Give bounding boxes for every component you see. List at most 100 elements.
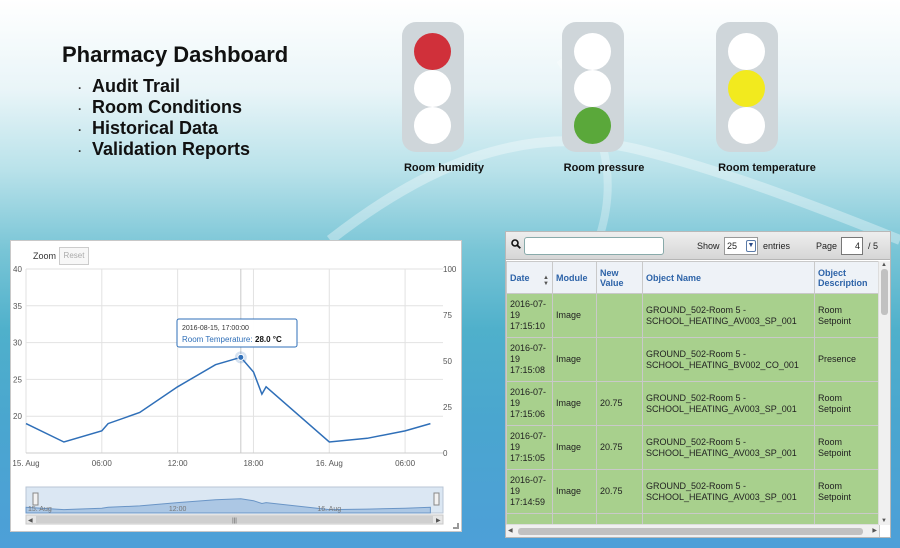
entries-per-page-select[interactable]: 25 ▼ bbox=[724, 237, 758, 255]
lamp-bottom bbox=[574, 107, 611, 144]
cell-date: 2016-07-19 17:15:05 bbox=[506, 425, 553, 470]
humidity-traffic-light bbox=[402, 22, 464, 152]
scroll-right-icon[interactable]: ▶ bbox=[872, 528, 877, 534]
feature-label: Room Conditions bbox=[92, 97, 242, 117]
feature-label: Audit Trail bbox=[92, 76, 181, 96]
x-axis-tick-label: 16. Aug bbox=[316, 459, 343, 468]
table-row[interactable]: 2016-07-19 17:15:08 Image GROUND_502-Roo… bbox=[506, 337, 880, 382]
vertical-scrollbar[interactable]: ▲ ▼ bbox=[878, 261, 890, 525]
zoom-label: Zoom bbox=[33, 251, 57, 261]
audit-table-panel: Show 25 ▼ entries Page 4 / 5 Date ▲ ▼ Modu… bbox=[505, 231, 891, 538]
navigator-handle-left bbox=[32, 492, 39, 506]
cell-module: Image bbox=[552, 337, 597, 382]
scroll-down-icon[interactable]: ▼ bbox=[881, 518, 887, 524]
table-row[interactable]: 2016-07-19 17:15:10 Image GROUND_502-Roo… bbox=[506, 293, 880, 338]
lamp-top bbox=[414, 33, 451, 70]
y-axis-tick-label: 40 bbox=[13, 265, 22, 274]
navigator-scroll-thumb bbox=[36, 516, 433, 523]
temperature-series-line bbox=[25, 356, 431, 443]
cell-new-value: 20.75 bbox=[596, 469, 643, 514]
column-header-module[interactable]: Module bbox=[552, 261, 597, 294]
bullet-dot: · bbox=[78, 144, 82, 158]
y2-axis-tick-label: 100 bbox=[443, 265, 457, 274]
cell-date: 2016-07-19 17:15:08 bbox=[506, 337, 553, 382]
scroll-left-icon: ◀ bbox=[28, 518, 33, 524]
cell-new-value: 20.75 bbox=[596, 381, 643, 426]
x-axis-tick-label: 15. Aug bbox=[12, 459, 39, 468]
cell-module: Image bbox=[552, 425, 597, 470]
table-row[interactable]: 2016-07-19 17:15:05 Image 20.75 GROUND_5… bbox=[506, 425, 880, 470]
highlight-point bbox=[237, 353, 245, 361]
lamp-middle bbox=[728, 70, 765, 107]
cell-module: Image bbox=[552, 469, 597, 514]
x-axis-tick-label: 06:00 bbox=[395, 459, 416, 468]
column-header-object-name[interactable]: Object Name bbox=[642, 261, 815, 294]
x-axis-tick-label: 06:00 bbox=[92, 459, 113, 468]
cell-new-value bbox=[596, 293, 643, 338]
cell-new-value: 20.75 bbox=[596, 425, 643, 470]
scroll-right-icon: ▶ bbox=[436, 518, 441, 524]
vertical-scroll-thumb[interactable] bbox=[881, 269, 888, 315]
cell-date: 2016-07-19 17:15:10 bbox=[506, 293, 553, 338]
cell-new-value bbox=[596, 337, 643, 382]
y2-axis-tick-label: 25 bbox=[443, 403, 452, 412]
table-row[interactable]: 2016-07-19 17:15:06 Image 20.75 GROUND_5… bbox=[506, 381, 880, 426]
sort-icon[interactable]: ▲ ▼ bbox=[543, 275, 549, 287]
cell-date: 2016-07-19 17:14:59 bbox=[506, 469, 553, 514]
humidity-light-label: Room humidity bbox=[403, 162, 485, 174]
y2-axis-tick-label: 0 bbox=[443, 449, 448, 458]
horizontal-scrollbar[interactable]: ◀ ▶ bbox=[506, 524, 879, 537]
x-axis-tick-label: 12:00 bbox=[168, 459, 189, 468]
scroll-left-icon[interactable]: ◀ bbox=[508, 528, 513, 534]
cell-object-name: GROUND_502-Room 5 - SCHOOL_HEATING_AV003… bbox=[642, 469, 815, 514]
lamp-top bbox=[574, 33, 611, 70]
tooltip-box bbox=[176, 318, 298, 348]
cell-object-name: GROUND_502-Room 5 - SCHOOL_HEATING_AV003… bbox=[642, 425, 815, 470]
cell-description: Presence bbox=[814, 337, 880, 382]
zoom-reset-button[interactable]: Reset bbox=[59, 247, 89, 265]
feature-item: · Historical Data bbox=[78, 118, 250, 139]
lamp-bottom bbox=[414, 107, 451, 144]
y2-axis-tick-label: 75 bbox=[443, 311, 452, 320]
navigator-grip-icon: ||| bbox=[232, 518, 237, 524]
temperature-chart[interactable]: 40 35 30 25 20 100 75 50 25 0 15. Aug 06:00 12:00 18:… bbox=[11, 241, 463, 533]
cell-description: Room Setpoint bbox=[814, 469, 880, 514]
cell-module: Image bbox=[552, 293, 597, 338]
cell-description: Room Setpoint bbox=[814, 293, 880, 338]
show-label: Show bbox=[697, 241, 720, 251]
lamp-top bbox=[728, 33, 765, 70]
bullet-dot: · bbox=[78, 102, 82, 116]
navigator-tick-label: 15. Aug bbox=[28, 506, 52, 513]
page-number-input[interactable]: 4 bbox=[841, 237, 863, 255]
bullet-dot: · bbox=[78, 81, 82, 95]
cell-object-name: GROUND_502-Room 5 - SCHOOL_HEATING_AV003… bbox=[642, 293, 815, 338]
column-header-label: Date bbox=[510, 272, 530, 283]
temperature-chart-panel: 40 35 30 25 20 100 75 50 25 0 15. Aug 06:00 12:00 18:… bbox=[10, 240, 462, 532]
lamp-middle bbox=[414, 70, 451, 107]
cell-description: Room Setpoint bbox=[814, 425, 880, 470]
tooltip-value: 28.0 °C bbox=[255, 335, 282, 344]
table-row[interactable]: 2016-07-19 17:14:59 Image 20.75 GROUND_5… bbox=[506, 469, 880, 514]
column-header-object-description[interactable]: Object Description bbox=[814, 261, 880, 294]
chevron-down-icon: ▼ bbox=[746, 240, 756, 252]
horizontal-scroll-thumb[interactable] bbox=[518, 528, 863, 535]
entries-label: entries bbox=[763, 241, 791, 251]
lamp-middle bbox=[574, 70, 611, 107]
column-header-new-value[interactable]: New Value bbox=[596, 261, 643, 294]
y-axis-tick-label: 35 bbox=[13, 302, 22, 311]
tooltip-series: Room Temperature: bbox=[182, 335, 253, 344]
cell-object-name: GROUND_502-Room 5 - SCHOOL_HEATING_BV002… bbox=[642, 337, 815, 382]
cell-object-name: GROUND_502-Room 5 - SCHOOL_HEATING_AV003… bbox=[642, 381, 815, 426]
navigator-series bbox=[25, 498, 431, 514]
y-axis-tick-label: 25 bbox=[13, 375, 22, 384]
temperature-light-label: Room temperature bbox=[718, 162, 816, 174]
feature-item: · Validation Reports bbox=[78, 139, 250, 160]
scroll-up-icon[interactable]: ▲ bbox=[881, 262, 887, 268]
pressure-traffic-light bbox=[562, 22, 624, 152]
cell-date: 2016-07-19 17:15:06 bbox=[506, 381, 553, 426]
page-total: / 5 bbox=[868, 241, 879, 251]
table-search-input[interactable] bbox=[524, 237, 664, 255]
column-header-date[interactable]: Date ▲ ▼ bbox=[506, 261, 553, 294]
resize-grip-icon[interactable] bbox=[453, 523, 459, 529]
y2-axis-tick-label: 50 bbox=[443, 357, 452, 366]
